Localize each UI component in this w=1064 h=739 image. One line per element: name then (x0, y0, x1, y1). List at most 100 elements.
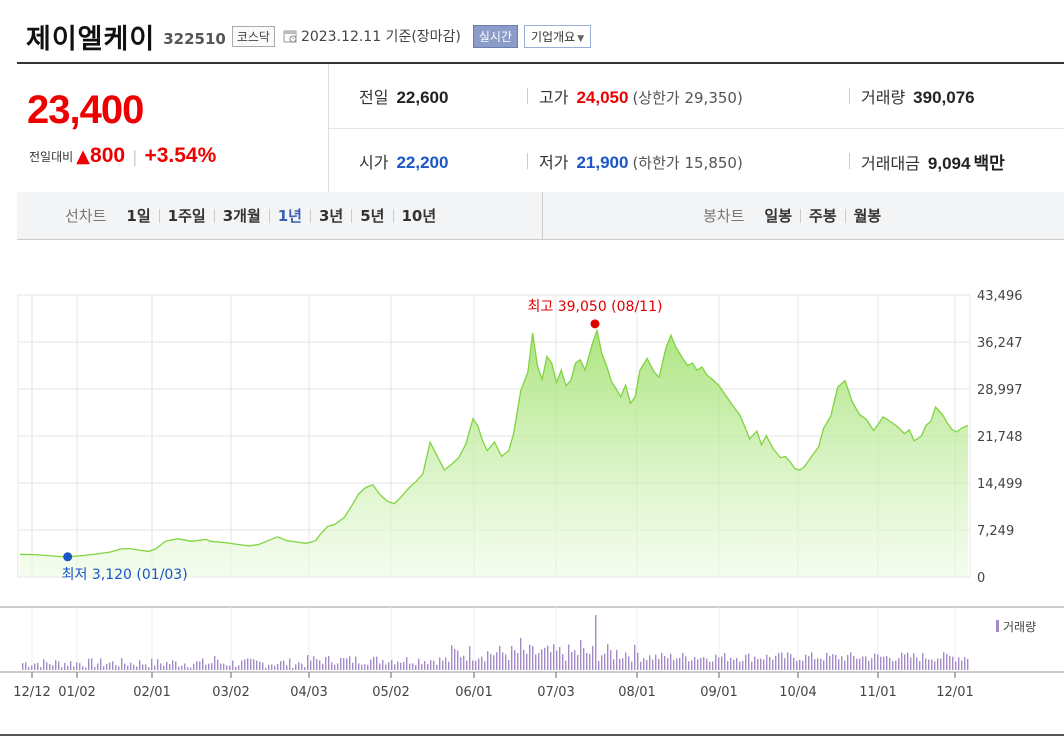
volume-bar (499, 645, 501, 670)
volume-bar (481, 656, 483, 670)
company-overview-dropdown[interactable]: 기업개요 ▼ (524, 24, 592, 48)
period-option-3[interactable]: 1년 (268, 208, 310, 223)
volume-bar (940, 658, 942, 670)
volume-bar (157, 659, 159, 670)
volume-bar (466, 660, 468, 670)
volume-bar (577, 654, 579, 670)
market-badge: 코스닥 (231, 25, 275, 47)
volume-bar (70, 661, 72, 670)
low-price: 저가 21,900 (하한가 15,850) (539, 149, 743, 173)
volume-bar (298, 662, 300, 670)
period-option-0[interactable]: 1일 (126, 206, 151, 225)
volume-bar (454, 649, 456, 670)
volume-bar (61, 667, 63, 670)
volume-bar (604, 653, 606, 670)
volume-bar (553, 644, 555, 670)
volume-bar (685, 656, 687, 670)
volume-bar (862, 656, 864, 670)
volume-bar (844, 660, 846, 670)
volume-bar (187, 667, 189, 670)
volume-bar (955, 661, 957, 670)
volume-bar (808, 656, 810, 670)
volume-bar (337, 663, 339, 670)
volume-bar (730, 657, 732, 670)
volume-bar (697, 659, 699, 670)
volume-bar (295, 664, 297, 670)
volume-bar (835, 654, 837, 670)
volume-bar (427, 663, 429, 670)
volume-bar (436, 664, 438, 670)
volume-bar (310, 660, 312, 670)
volume-bar (817, 658, 819, 670)
trade-amount: 거래대금 9,094 백만 (861, 149, 1005, 174)
volume-bar (424, 660, 426, 670)
volume-bar (190, 667, 192, 670)
volume-bar (949, 655, 951, 670)
volume-bar (772, 659, 774, 670)
up-arrow-icon: ▲ (76, 145, 91, 167)
volume-bar (67, 665, 69, 670)
volume-bar (661, 652, 663, 670)
candle-option-2[interactable]: 월봉 (844, 208, 890, 223)
price-cell: 23,400 전일대비 ▲ 800 | +3.54% (17, 64, 329, 194)
volume-bar (265, 667, 267, 670)
volume-bar (217, 659, 219, 670)
volume-bar (304, 667, 306, 670)
x-tick-label: 03/02 (212, 685, 249, 700)
period-option-2[interactable]: 3개월 (213, 208, 269, 223)
volume-bar (25, 662, 27, 670)
volume-bar (277, 664, 279, 670)
x-tick-label: 11/01 (859, 685, 896, 700)
volume-bar (40, 667, 42, 670)
volume-bar (367, 664, 369, 670)
prev-close: 전일 22,600 (359, 84, 448, 108)
volume-bar (871, 658, 873, 670)
max-annotation: 최고 39,050 (08/11) (528, 299, 663, 315)
volume-bar (793, 657, 795, 670)
volume-bar (889, 658, 891, 670)
volume-bar (127, 665, 129, 670)
candle-option-1[interactable]: 주봉 (800, 208, 845, 223)
volume-bar (34, 663, 36, 670)
volume-bar (706, 658, 708, 670)
volume-bar (559, 647, 561, 670)
candle-option-0[interactable]: 일봉 (764, 206, 793, 225)
volume-bar (115, 665, 117, 670)
volume-bar (700, 657, 702, 670)
volume-bar (148, 667, 150, 670)
volume-bar (184, 663, 186, 670)
volume-bar (247, 658, 249, 670)
volume-bar (433, 660, 435, 670)
period-selector-bar: 선차트 1일 1주일 3개월 1년 3년 5년 10년 봉차트 일봉 주봉 월봉 (17, 192, 1064, 240)
period-option-6[interactable]: 10년 (392, 208, 445, 223)
period-option-4[interactable]: 3년 (310, 208, 351, 223)
volume-bar (379, 663, 381, 670)
volume-bar (883, 656, 885, 670)
volume-bar (472, 660, 474, 670)
period-option-5[interactable]: 5년 (351, 208, 392, 223)
volume-bar (145, 664, 147, 670)
volume-bar (799, 659, 801, 670)
volume-bar (901, 652, 903, 670)
x-tick-label: 10/04 (779, 685, 816, 700)
quote-row-1: 전일 22,600 고가 24,050 (상한가 29,350) 거래량 390… (329, 64, 1064, 129)
volume-bar (73, 666, 75, 670)
divider (527, 153, 528, 169)
volume-bar (757, 659, 759, 670)
volume-bar (46, 662, 48, 670)
volume-bar (475, 660, 477, 670)
volume-bar (664, 656, 666, 670)
period-option-1[interactable]: 1주일 (158, 208, 214, 223)
volume-bar (751, 661, 753, 670)
volume-bar (847, 654, 849, 670)
volume-bar (796, 661, 798, 670)
realtime-button[interactable]: 실시간 (472, 24, 519, 48)
volume-bar (865, 656, 867, 670)
volume-bar (523, 649, 525, 670)
volume-bar (853, 655, 855, 670)
volume-bar (316, 659, 318, 670)
volume-bar (37, 662, 39, 670)
volume-bar (283, 660, 285, 670)
volume-bar (712, 661, 714, 670)
volume-bar (904, 654, 906, 670)
